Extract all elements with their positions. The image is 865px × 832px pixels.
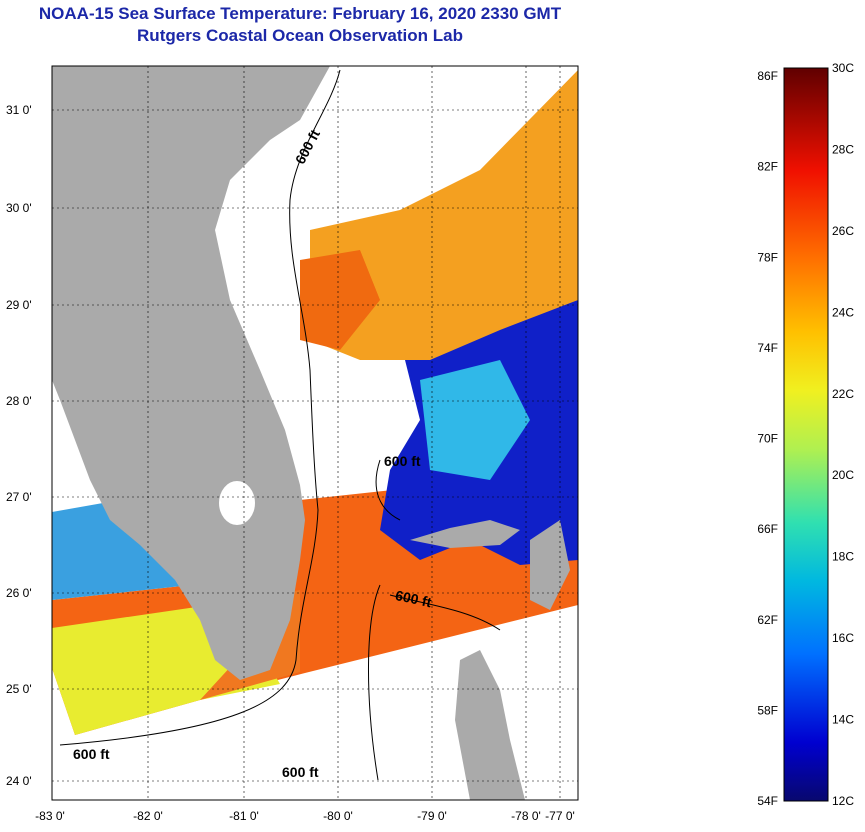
lat-tick-label: 30 0' xyxy=(6,201,32,215)
colorbar-f-label: 86F xyxy=(757,69,778,83)
colorbar-f-label: 54F xyxy=(757,794,778,808)
lat-tick-label: 31 0' xyxy=(6,103,32,117)
lon-tick-label: -79 0' xyxy=(417,809,447,823)
colorbar-celsius-labels: 30C 28C 26C 24C 22C 20C 18C 16C 14C 12C xyxy=(832,61,854,808)
colorbar-f-label: 74F xyxy=(757,341,778,355)
sst-warm-north xyxy=(310,70,578,360)
grand-bahama xyxy=(410,520,520,548)
lon-tick-label: -78 0' xyxy=(511,809,541,823)
colorbar-fahrenheit-labels: 86F 82F 78F 74F 70F 66F 62F 58F 54F xyxy=(757,69,778,808)
lake-okeechobee xyxy=(219,481,255,525)
colorbar-c-label: 20C xyxy=(832,468,854,482)
lon-tick-label: -80 0' xyxy=(323,809,353,823)
andros-island xyxy=(455,650,525,800)
colorbar-c-label: 12C xyxy=(832,794,854,808)
lon-tick-label: -83 0' xyxy=(35,809,65,823)
colorbar-f-label: 66F xyxy=(757,522,778,536)
colorbar-c-label: 18C xyxy=(832,550,854,564)
isobath-600ft xyxy=(59,69,341,746)
colorbar-f-label: 58F xyxy=(757,703,778,717)
lat-tick-label: 28 0' xyxy=(6,394,32,408)
colorbar-f-label: 82F xyxy=(757,160,778,174)
sst-orange-north xyxy=(300,250,380,350)
colorbar-c-label: 26C xyxy=(832,224,854,238)
contour-label-cay: 600 ft xyxy=(282,764,319,780)
florida-land xyxy=(52,66,330,680)
map-subtitle: Rutgers Coastal Ocean Observation Lab xyxy=(137,26,463,45)
colorbar-f-label: 62F xyxy=(757,613,778,627)
lon-tick-labels: -83 0' -82 0' -81 0' -80 0' -79 0' -78 0' -77 … xyxy=(35,809,575,823)
contour-label-keys: 600 ft xyxy=(73,746,110,762)
lat-tick-label: 24 0' xyxy=(6,774,32,788)
sst-mid-region xyxy=(420,360,530,480)
colorbar-c-label: 24C xyxy=(832,305,854,319)
colorbar xyxy=(783,67,829,802)
colorbar-f-label: 78F xyxy=(757,250,778,264)
map-grid xyxy=(52,66,578,800)
contour-label-north: 600 ft xyxy=(292,127,323,167)
lat-tick-label: 27 0' xyxy=(6,490,32,504)
colorbar-c-label: 16C xyxy=(832,631,854,645)
lon-tick-label: -82 0' xyxy=(133,809,163,823)
lat-tick-label: 25 0' xyxy=(6,682,32,696)
colorbar-c-label: 14C xyxy=(832,713,854,727)
contour-label-grand-bahama: 600 ft xyxy=(384,453,421,469)
lat-tick-label: 26 0' xyxy=(6,586,32,600)
colorbar-c-label: 30C xyxy=(832,61,854,75)
map-title: NOAA-15 Sea Surface Temperature: Februar… xyxy=(38,4,562,23)
lat-tick-label: 29 0' xyxy=(6,298,32,312)
colorbar-f-label: 70F xyxy=(757,432,778,446)
lon-tick-label: -81 0' xyxy=(229,809,259,823)
lon-tick-label: -77 0' xyxy=(545,809,575,823)
isobath-600ft-bahamas xyxy=(367,459,501,781)
colorbar-c-label: 28C xyxy=(832,142,854,156)
map-plot-area xyxy=(52,66,578,800)
lat-tick-labels: 31 0' 30 0' 29 0' 28 0' 27 0' 26 0' 25 0' 24 0' xyxy=(6,103,32,788)
colorbar-c-label: 22C xyxy=(832,387,854,401)
